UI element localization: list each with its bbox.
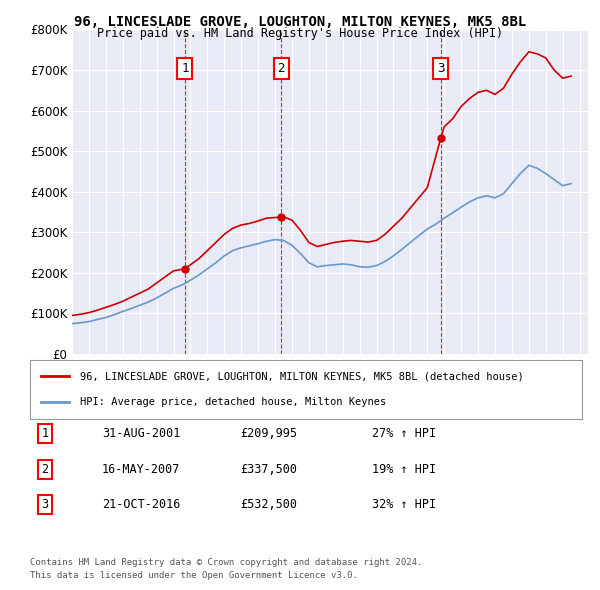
Text: This data is licensed under the Open Government Licence v3.0.: This data is licensed under the Open Gov… (30, 571, 358, 580)
Text: 96, LINCESLADE GROVE, LOUGHTON, MILTON KEYNES, MK5 8BL (detached house): 96, LINCESLADE GROVE, LOUGHTON, MILTON K… (80, 372, 523, 381)
Text: 1: 1 (181, 62, 188, 75)
Text: 2: 2 (41, 463, 49, 476)
Text: 21-OCT-2016: 21-OCT-2016 (102, 498, 181, 511)
Text: 16-MAY-2007: 16-MAY-2007 (102, 463, 181, 476)
Text: 2: 2 (278, 62, 285, 75)
Text: £209,995: £209,995 (240, 427, 297, 440)
Text: 1: 1 (41, 427, 49, 440)
Text: 31-AUG-2001: 31-AUG-2001 (102, 427, 181, 440)
Text: 27% ↑ HPI: 27% ↑ HPI (372, 427, 436, 440)
Text: Contains HM Land Registry data © Crown copyright and database right 2024.: Contains HM Land Registry data © Crown c… (30, 558, 422, 566)
Text: 3: 3 (437, 62, 445, 75)
Text: 3: 3 (41, 498, 49, 511)
Text: Price paid vs. HM Land Registry's House Price Index (HPI): Price paid vs. HM Land Registry's House … (97, 27, 503, 40)
Text: 32% ↑ HPI: 32% ↑ HPI (372, 498, 436, 511)
Text: £337,500: £337,500 (240, 463, 297, 476)
Text: 96, LINCESLADE GROVE, LOUGHTON, MILTON KEYNES, MK5 8BL: 96, LINCESLADE GROVE, LOUGHTON, MILTON K… (74, 15, 526, 29)
Text: 19% ↑ HPI: 19% ↑ HPI (372, 463, 436, 476)
Text: HPI: Average price, detached house, Milton Keynes: HPI: Average price, detached house, Milt… (80, 398, 386, 407)
Text: £532,500: £532,500 (240, 498, 297, 511)
